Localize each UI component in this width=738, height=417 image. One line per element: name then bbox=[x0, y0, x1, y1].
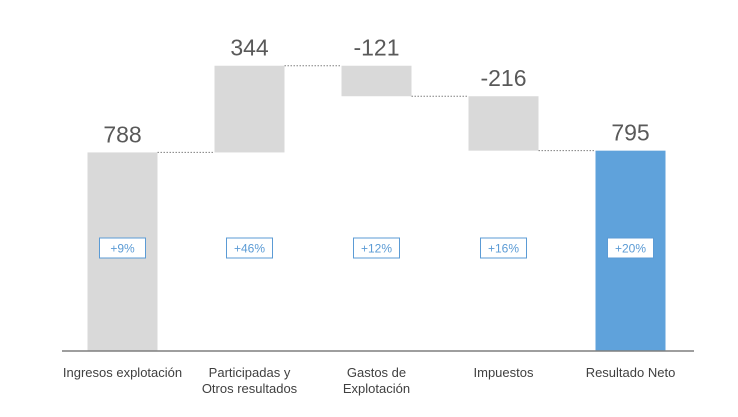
badge-text: +16% bbox=[488, 242, 519, 256]
growth-badge: +46% bbox=[226, 237, 273, 259]
badge-text: +46% bbox=[234, 242, 265, 256]
badge-box bbox=[226, 237, 273, 259]
badges-group: +9% +46% +12% +16% +20% bbox=[99, 237, 654, 259]
value-label: 788 bbox=[103, 121, 141, 147]
value-label: 344 bbox=[230, 35, 269, 61]
badge-box bbox=[607, 237, 654, 259]
value-label: -216 bbox=[480, 65, 526, 91]
growth-badge: +9% bbox=[99, 237, 146, 259]
bar bbox=[468, 96, 539, 151]
category-labels-group: Ingresos explotación Participadas yOtros … bbox=[63, 365, 675, 396]
bar bbox=[341, 65, 412, 97]
category-label: Ingresos explotación bbox=[63, 365, 182, 380]
bar bbox=[214, 65, 285, 153]
category-label: Resultado Neto bbox=[586, 365, 676, 380]
value-label: -121 bbox=[353, 35, 399, 61]
category-label: Explotación bbox=[343, 381, 410, 396]
badge-text: +12% bbox=[361, 242, 392, 256]
bars-group bbox=[87, 65, 666, 351]
connector-lines bbox=[157, 65, 596, 153]
badge-box bbox=[480, 237, 527, 259]
category-label: Impuestos bbox=[474, 365, 534, 380]
badge-box bbox=[353, 237, 400, 259]
value-label: 795 bbox=[611, 120, 649, 146]
growth-badge: +16% bbox=[480, 237, 527, 259]
growth-badge: +12% bbox=[353, 237, 400, 259]
badge-text: +20% bbox=[615, 242, 646, 256]
growth-badge: +20% bbox=[607, 237, 654, 259]
value-labels-group: 788 344 -121 -216 795 bbox=[103, 35, 649, 148]
badge-text: +9% bbox=[110, 242, 135, 256]
category-label: Gastos de bbox=[347, 365, 406, 380]
category-label: Participadas y bbox=[209, 365, 291, 380]
category-label: Otros resultados bbox=[202, 381, 298, 396]
badge-box bbox=[99, 237, 146, 259]
